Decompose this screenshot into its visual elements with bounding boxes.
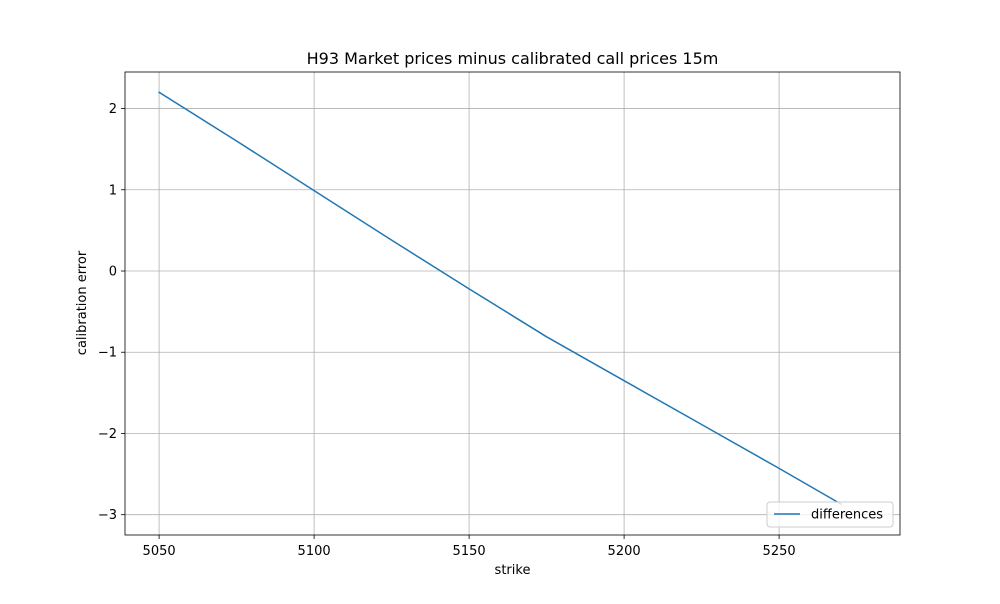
y-tick-label: −3 [98,508,117,523]
series-layer [158,91,843,506]
ticks: 5050 5100 5150 5200 5250 2 1 0 −1 −2 −3 [98,102,796,559]
y-tick-label: 1 [109,183,117,198]
x-tick-label: 5100 [298,544,331,559]
y-tick-label: −1 [98,346,117,361]
x-tick-label: 5250 [763,544,796,559]
chart-title: H93 Market prices minus calibrated call … [307,49,719,68]
x-tick-label: 5200 [608,544,641,559]
y-tick-label: 0 [109,265,117,280]
x-axis-label: strike [495,563,531,578]
y-axis-label: calibration error [75,250,90,355]
y-tick-label: 2 [109,102,117,117]
x-tick-label: 5050 [143,544,176,559]
series-line-differences [158,91,843,506]
y-tick-label: −2 [98,427,117,442]
plot-frame [124,71,901,536]
legend-box [766,501,894,528]
x-tick-label: 5150 [453,544,486,559]
legend: differences [766,501,894,528]
legend-label-differences: differences [811,508,883,523]
